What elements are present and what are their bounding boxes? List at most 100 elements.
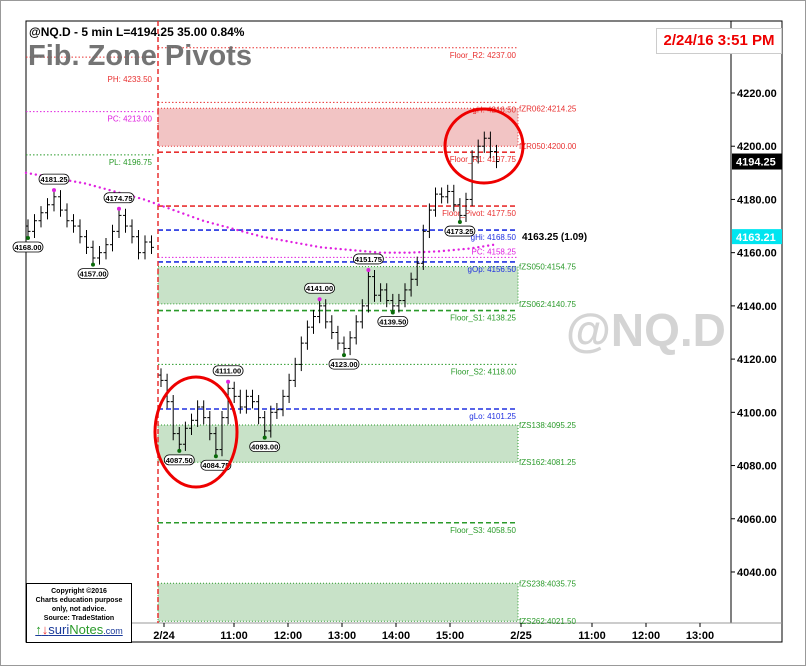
watermark: @NQ.D	[566, 304, 726, 356]
last-price-label: 4194.25	[736, 157, 776, 169]
ma-annotation: 4163.25 (1.09)	[522, 232, 587, 243]
moving-average-dot	[142, 198, 146, 201]
copyright-line: Charts education purpose	[35, 597, 123, 604]
swing-dot	[52, 188, 56, 193]
moving-average-dot	[29, 172, 33, 175]
moving-average-dot	[486, 244, 490, 247]
x-tick-label: 11:00	[578, 630, 606, 642]
y-tick-label: 4160.00	[737, 248, 777, 260]
moving-average-dot	[305, 243, 308, 246]
pivot-label: Floor_R2: 4237.00	[450, 51, 517, 60]
moving-average-dot	[482, 245, 485, 248]
swing-dot	[117, 206, 121, 211]
y-tick-label: 4080.00	[737, 461, 777, 473]
moving-average-dot	[246, 231, 249, 234]
moving-average-dot	[172, 208, 175, 212]
zone-label: fZS238:4035.75	[519, 579, 576, 588]
pivot-label: gOp: 4156.50	[468, 265, 517, 274]
moving-average-dot	[413, 251, 416, 254]
moving-average-dot	[314, 245, 318, 248]
moving-average-dot	[191, 215, 195, 219]
moving-average-dot	[260, 235, 264, 238]
swing-label-box	[249, 441, 281, 452]
pivot-label: gHi: 4168.50	[471, 233, 517, 242]
copyright-box: Copyright ©2016 Charts education purpose…	[26, 583, 132, 643]
moving-average-dot	[73, 180, 77, 183]
moving-average-dot	[324, 246, 328, 249]
moving-average-dot	[83, 182, 87, 185]
moving-average-dot	[378, 251, 382, 254]
moving-average-dot	[368, 250, 372, 253]
copyright-line: Source: TradeStation	[43, 615, 115, 622]
copyright-line: only, not advice.	[51, 606, 107, 613]
swing-label-box	[352, 253, 384, 265]
moving-average-dot	[403, 251, 406, 254]
highlight-circle	[153, 375, 239, 489]
moving-average-dot	[452, 248, 455, 252]
moving-average-dot	[211, 222, 215, 225]
moving-average-dot	[270, 237, 274, 240]
moving-average-dot	[295, 241, 298, 245]
x-tick-label: 14:00	[382, 630, 410, 642]
copyright-line: Copyright ©2016	[51, 588, 107, 595]
pivot-label: Floor_R1: 4197.75	[450, 155, 517, 164]
moving-average-dot	[442, 249, 446, 253]
swing-dot	[342, 353, 346, 358]
y-tick-label: 4220.00	[737, 88, 777, 100]
moving-average-dot	[285, 239, 288, 243]
moving-average-dot	[329, 247, 333, 250]
moving-average-dot	[373, 251, 377, 254]
swing-label-box	[200, 459, 232, 471]
moving-average-dot	[221, 224, 224, 228]
x-tick-label: 12:00	[632, 630, 660, 642]
moving-average-dot	[255, 234, 259, 237]
zone-label: fZS062:4140.75	[519, 300, 576, 309]
swing-label-box	[103, 192, 135, 204]
swing-label: 4111.00	[215, 367, 241, 376]
moving-average-dot	[69, 179, 72, 183]
swing-dot	[366, 267, 371, 272]
zone-label: fZS262:4021.50	[519, 617, 576, 626]
chart-title: Fib. Zone Pivots	[28, 40, 252, 72]
moving-average-dot	[24, 171, 28, 175]
moving-average-dot	[196, 217, 200, 221]
prior-level-label: PL: 4196.75	[109, 158, 153, 167]
zone-label: fZR062:4214.25	[519, 104, 577, 113]
moving-average-dot	[491, 243, 495, 247]
moving-average-dot	[265, 236, 269, 239]
swing-label-box	[163, 454, 195, 466]
swing-label-box	[38, 173, 70, 185]
moving-average-dot	[354, 249, 357, 252]
surinotes-logo[interactable]: ↑↓suriNotes.com	[35, 622, 123, 637]
moving-average-dot	[108, 188, 111, 192]
x-tick-label: 2/25	[510, 630, 531, 642]
moving-average-dot	[206, 220, 210, 224]
y-tick-label: 4060.00	[737, 514, 777, 526]
moving-average-dot	[477, 245, 480, 249]
prior-level-label: PH: 4233.50	[108, 75, 153, 84]
swing-label: 4087.50	[166, 456, 193, 465]
moving-average-dot	[187, 214, 190, 217]
moving-average-dot	[162, 205, 165, 208]
moving-average-dot	[201, 219, 205, 222]
moving-average-dot	[467, 247, 470, 250]
moving-average-dot	[319, 246, 323, 249]
y-tick-label: 4100.00	[737, 407, 777, 419]
swing-label: 4157.00	[79, 270, 106, 279]
moving-average-dot	[437, 250, 441, 253]
moving-average-dot	[418, 251, 421, 254]
swing-label: 4168.00	[14, 243, 41, 252]
moving-average-dot	[177, 210, 180, 214]
zone-label: fZS162:4081.25	[519, 458, 576, 467]
moving-average-dot	[241, 230, 244, 233]
fib-zone	[157, 582, 519, 622]
fib-zone	[157, 266, 519, 305]
moving-average-dot	[388, 251, 392, 254]
swing-label-box	[304, 282, 336, 294]
x-tick-label: 12:00	[274, 630, 302, 642]
swing-dot	[177, 448, 182, 453]
moving-average-dot	[93, 184, 97, 188]
swing-dot	[390, 310, 395, 315]
